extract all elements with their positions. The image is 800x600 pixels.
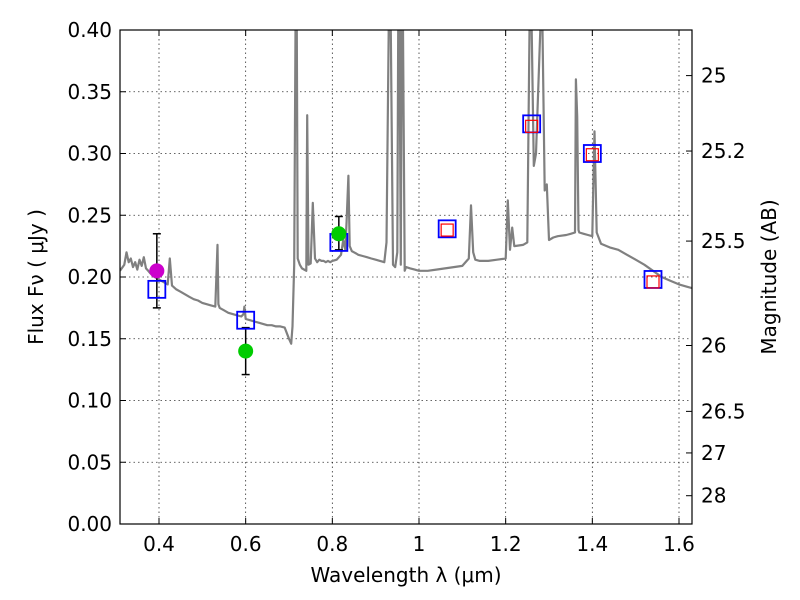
y2-tick-label: 27 [701,441,726,465]
y-axis-ticks: 0.00 0.05 0.10 0.15 0.20 0.25 0.30 0.35 0.40 [67,18,126,536]
x-tick-label: 1.2 [490,532,522,556]
model-square-marker [147,279,167,299]
y2-axis-title: Magnitude (AB) [757,199,781,354]
y2-axis-ticks: 25 25.2 25.5 26 26.5 27 28 [686,64,746,508]
x-tick-label: 0.8 [316,532,348,556]
y-tick-label: 0.15 [67,327,112,351]
y2-tick-label: 26.5 [701,399,746,423]
model-small-square-marker [525,119,539,133]
x-tick-label: 0.6 [230,532,262,556]
marker-layer [147,114,663,359]
model-small-square-marker [585,148,599,162]
spectrum-layer [120,30,692,345]
x-tick-label: 1.4 [576,532,608,556]
y-tick-label: 0.40 [67,18,112,42]
model-square-marker [236,310,256,330]
x-axis-title: Wavelength λ (μm) [310,563,501,587]
model-square-marker [437,219,457,239]
x-tick-label: 1 [413,532,426,556]
y2-tick-label: 25 [701,64,726,88]
grid-lines [120,29,692,525]
observed-flux-point [149,263,165,279]
y2-tick-label: 28 [701,484,726,508]
x-tick-label: 0.4 [143,532,175,556]
x-axis-ticks: 0.4 0.6 0.8 1 1.2 1.4 1.6 [143,30,695,556]
y-tick-label: 0.25 [67,203,112,227]
spectrum-line [120,30,692,345]
model-small-square-marker [440,223,454,237]
y2-tick-label: 25.5 [701,229,746,253]
y-tick-label: 0.35 [67,80,112,104]
y-tick-label: 0.05 [67,450,112,474]
model-square-marker [582,144,602,163]
y-tick-label: 0.00 [67,512,112,536]
y-axis-title: Flux Fν ( μJy ) [24,209,48,345]
y-tick-label: 0.30 [67,142,112,166]
observed-flux-point [331,226,347,242]
y-tick-label: 0.10 [67,389,112,413]
observed-flux-point [238,343,254,359]
x-tick-label: 1.6 [663,532,695,556]
y2-tick-label: 26 [701,333,726,357]
y-tick-label: 0.20 [67,265,112,289]
model-small-square-marker [646,275,660,289]
y2-tick-label: 25.2 [701,139,746,163]
